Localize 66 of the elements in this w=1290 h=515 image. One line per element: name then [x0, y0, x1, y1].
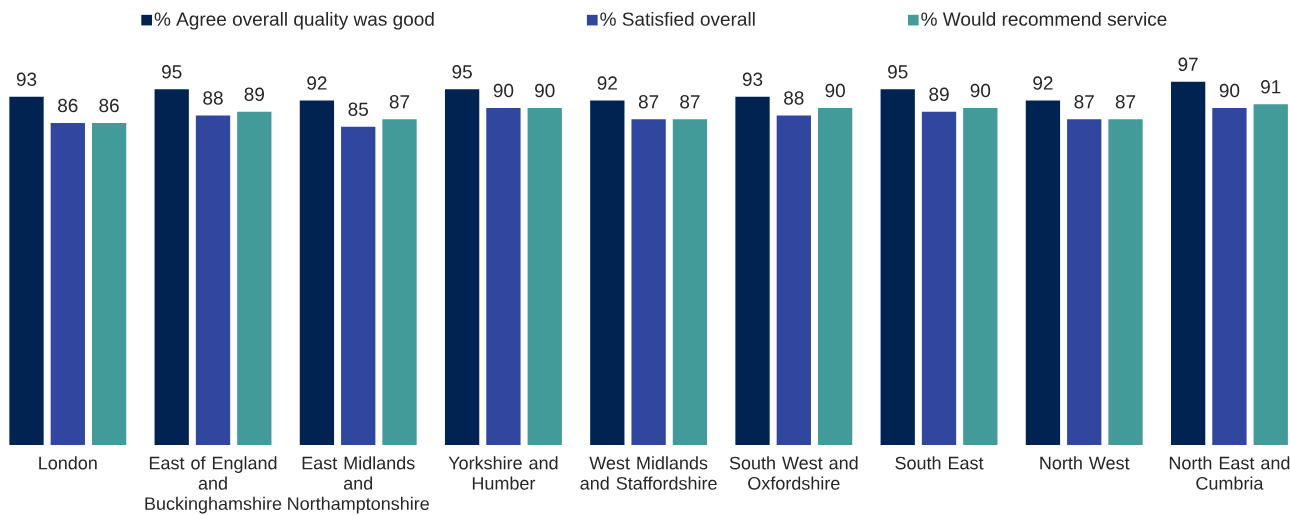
bar — [527, 107, 562, 445]
x-tick-label: North West — [1040, 456, 1130, 470]
bar — [817, 107, 853, 445]
data-label: 90 — [970, 83, 991, 98]
bar — [1170, 81, 1206, 445]
bar — [590, 100, 625, 445]
data-label: 87 — [1115, 95, 1136, 109]
data-label: 85 — [348, 102, 368, 116]
data-label: 93 — [742, 72, 763, 87]
data-label: 97 — [1178, 57, 1198, 72]
bar — [9, 96, 44, 445]
bar — [444, 89, 480, 445]
data-label: 89 — [244, 87, 264, 101]
x-tick-label: South West and Oxfordshire — [729, 456, 858, 490]
data-label: 95 — [452, 65, 472, 79]
bar — [486, 107, 521, 445]
data-label: 93 — [16, 72, 37, 87]
data-label: 87 — [638, 95, 659, 109]
bar — [154, 89, 189, 445]
bar — [1067, 119, 1102, 445]
data-label: 87 — [389, 95, 410, 109]
data-label: 91 — [1261, 80, 1281, 94]
bar — [963, 107, 998, 445]
data-label: 90 — [825, 83, 845, 98]
data-label: 92 — [1033, 76, 1053, 90]
bar — [1025, 100, 1061, 445]
data-label: 89 — [929, 87, 949, 101]
data-label: 87 — [680, 95, 700, 109]
bar — [91, 122, 127, 445]
data-label: 88 — [203, 91, 223, 105]
data-label: 88 — [784, 91, 804, 105]
bar — [299, 100, 335, 445]
bar — [50, 122, 85, 445]
data-label: 86 — [58, 98, 78, 113]
data-label: 87 — [1074, 95, 1094, 109]
x-tick-label: West Midlands and Staffordshire — [580, 456, 717, 490]
bar — [735, 96, 770, 445]
data-label: 92 — [307, 76, 327, 90]
x-tick-label: North East and Cumbria — [1169, 456, 1290, 490]
bar — [672, 119, 708, 445]
data-label: 90 — [493, 83, 514, 98]
bar — [921, 111, 957, 445]
bar — [1212, 107, 1247, 445]
legend-label: % Would recommend service — [921, 11, 1167, 26]
bar — [776, 115, 811, 445]
bar — [1253, 104, 1288, 445]
bar — [237, 111, 272, 445]
data-label: 95 — [888, 65, 908, 79]
bar — [382, 119, 417, 445]
bar — [631, 119, 666, 445]
data-label: 90 — [535, 83, 555, 98]
legend-label: % Agree overall quality was good — [154, 11, 434, 30]
x-tick-label: South East — [895, 456, 984, 470]
x-tick-label: East Midlands and Northamptonshire — [288, 456, 429, 514]
bar — [195, 115, 231, 445]
data-label: 86 — [99, 98, 119, 113]
data-label: 92 — [597, 76, 617, 90]
bar — [880, 89, 915, 445]
bar — [341, 126, 376, 445]
data-label: 90 — [1219, 83, 1240, 98]
data-label: 95 — [162, 65, 182, 79]
bar — [1108, 119, 1143, 445]
x-tick-label: Yorkshire and Humber — [448, 456, 558, 490]
legend-label: % Satisfied overall — [600, 11, 755, 26]
x-tick-label: London — [39, 456, 97, 470]
x-tick-label: East of England and Buckinghamshire — [145, 456, 282, 514]
